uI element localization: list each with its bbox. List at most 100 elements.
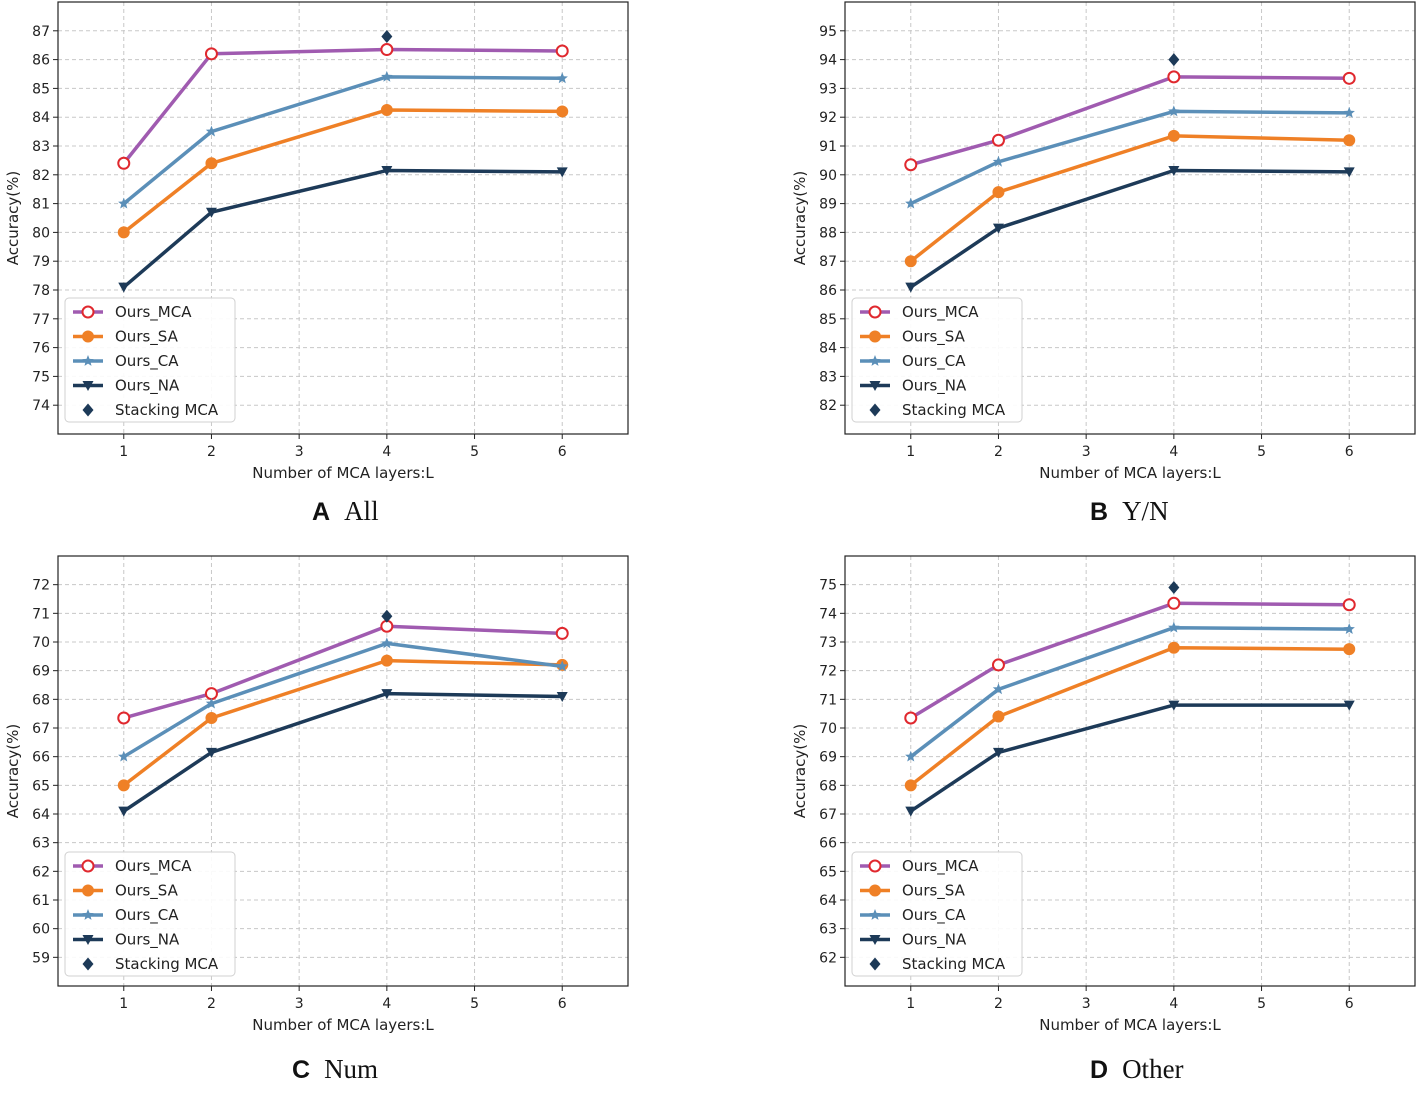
data-point <box>992 710 1005 723</box>
y-tick-label: 63 <box>819 922 837 938</box>
y-tick-label: 94 <box>819 53 837 69</box>
data-point <box>905 197 917 209</box>
y-tick-label: 85 <box>819 312 837 328</box>
caption-a: A All <box>312 496 379 527</box>
data-point <box>992 223 1004 234</box>
legend-marker <box>869 935 881 945</box>
series-line <box>123 624 563 720</box>
series-ours-ca <box>118 70 568 209</box>
y-tick-label: 88 <box>819 225 837 241</box>
data-point <box>205 125 218 137</box>
legend-label: Stacking MCA <box>902 401 1006 419</box>
legend-c: Ours_MCA Ours_SA Ours_CA Ours_NA Stacking MC… <box>64 851 236 977</box>
caption-d-text: Other <box>1122 1054 1184 1084</box>
y-tick-label: 95 <box>819 24 837 40</box>
stacking-mca-point <box>1168 53 1180 67</box>
x-tick-label: 4 <box>382 444 391 460</box>
legend-label: Stacking MCA <box>115 955 219 973</box>
legend-label: Stacking MCA <box>902 955 1006 973</box>
legend-label: Ours_MCA <box>902 857 979 876</box>
legend-item-ours-ca: Ours_CA <box>73 906 179 925</box>
y-tick-label: 68 <box>819 778 837 794</box>
data-point <box>1343 134 1356 147</box>
y-tick-label: 64 <box>819 893 837 909</box>
y-axis-label: Accuracy(%) <box>4 171 22 265</box>
y-tick-label: 66 <box>32 750 50 766</box>
y-tick-label: 70 <box>819 721 837 737</box>
y-tick-label: 68 <box>32 692 50 708</box>
y-axis-label: Accuracy(%) <box>791 171 809 265</box>
y-tick-label: 79 <box>32 254 50 270</box>
plot-frame <box>57 1 629 435</box>
data-point <box>1167 596 1181 610</box>
data-point <box>556 105 569 118</box>
legend-label: Ours_NA <box>902 931 967 950</box>
y-tick-label: 69 <box>819 750 837 766</box>
legend-label: Ours_SA <box>902 882 966 901</box>
data-point <box>991 133 1005 147</box>
data-point <box>991 658 1005 672</box>
x-tick-label: 2 <box>207 996 216 1012</box>
legend-box <box>64 851 236 977</box>
x-tick-label: 1 <box>119 444 128 460</box>
y-tick-label: 89 <box>819 197 837 213</box>
legend-marker <box>82 355 94 366</box>
data-point <box>555 44 569 58</box>
legend-marker <box>82 935 94 945</box>
data-point <box>1168 105 1180 117</box>
x-tick-label: 1 <box>906 996 915 1012</box>
x-tick-label: 2 <box>994 996 1003 1012</box>
y-tick-label: 67 <box>32 721 50 737</box>
series-line <box>910 75 1350 167</box>
series-ours-ca <box>905 621 1355 762</box>
legend-marker <box>869 957 881 971</box>
series-line <box>909 168 1350 289</box>
y-tick-label: 61 <box>32 893 50 909</box>
legend-item-stacking-mca: Stacking MCA <box>82 955 219 973</box>
x-tick-label: 3 <box>1082 444 1091 460</box>
y-tick-label: 71 <box>32 606 50 622</box>
legend-item-ours-sa: Ours_SA <box>860 328 966 347</box>
data-point <box>381 165 393 176</box>
data-point <box>380 104 393 116</box>
x-tick-label: 4 <box>1169 996 1178 1012</box>
x-tick-label: 2 <box>207 444 216 460</box>
series-ours-sa <box>117 654 569 792</box>
caption-a-text: All <box>344 496 379 526</box>
y-tick-label: 73 <box>819 635 837 651</box>
series-ours-ca <box>118 637 568 762</box>
legend-item-ours-ca: Ours_CA <box>73 352 179 371</box>
y-tick-label: 83 <box>32 139 50 155</box>
stacking-mca-point <box>1168 581 1180 595</box>
y-tick-label: 71 <box>819 692 837 708</box>
y-tick-label: 85 <box>32 81 50 97</box>
y-tick-label: 77 <box>32 312 50 328</box>
legend-marker <box>82 957 94 971</box>
x-tick-label: 6 <box>1345 996 1354 1012</box>
data-point <box>205 697 218 709</box>
y-tick-label: 80 <box>32 225 50 241</box>
y-tick-label: 65 <box>819 864 837 880</box>
y-tick-label: 84 <box>819 341 837 357</box>
chart-c: 1 2 3 4 5 6 59 60 61 62 63 64 65 66 67 68 69 70 71 72 Number… <box>4 555 629 1034</box>
legend-item-ours-mca: Ours_MCA <box>860 857 979 876</box>
y-tick-label: 86 <box>32 53 50 69</box>
y-tick-label: 83 <box>819 369 837 385</box>
y-tick-label: 87 <box>819 254 837 270</box>
data-point <box>204 47 218 61</box>
data-point <box>1342 71 1356 85</box>
caption-d-letter: D <box>1090 1056 1109 1084</box>
series-line <box>909 134 1350 263</box>
series-ours-sa <box>904 641 1356 792</box>
y-tick-label: 72 <box>32 578 50 594</box>
y-tick-label: 74 <box>32 398 50 414</box>
x-tick-label: 4 <box>382 996 391 1012</box>
x-axis-label: Number of MCA layers:L <box>252 464 434 482</box>
legend-label: Ours_NA <box>115 377 180 396</box>
data-point <box>556 72 568 84</box>
data-point <box>381 637 393 649</box>
legend-box <box>851 297 1023 423</box>
data-point <box>992 186 1005 199</box>
chart-a: 1 2 3 4 5 6 74 75 76 77 78 79 80 81 82 83 84 85 86 87 Number… <box>4 1 629 482</box>
